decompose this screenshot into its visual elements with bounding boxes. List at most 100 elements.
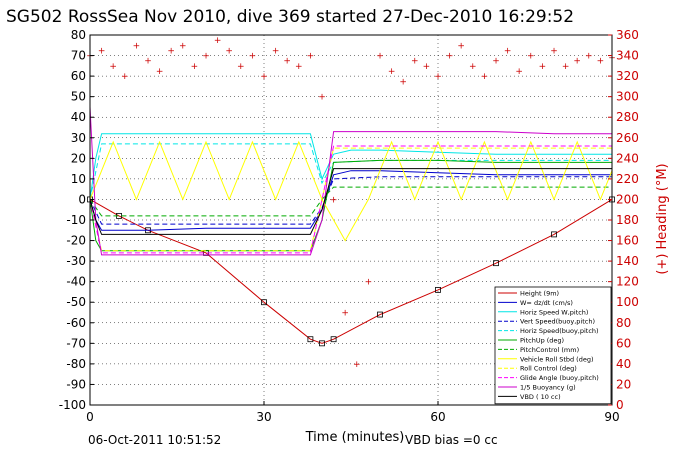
y-right-tick-label: 160 <box>616 234 639 248</box>
heading-point: + <box>341 309 349 319</box>
legend: Height (9m)W= dz/dt (cm/s)Horiz Speed W,… <box>494 286 612 405</box>
heading-point: + <box>249 52 257 62</box>
heading-point: + <box>527 52 535 62</box>
heading-point: + <box>133 41 141 51</box>
x-tick-label: 60 <box>430 410 445 424</box>
series-line <box>89 168 612 235</box>
height-marker <box>319 340 325 347</box>
y-tick-label: 70 <box>71 49 86 63</box>
y-tick-label: -70 <box>66 336 86 350</box>
x-tick-label: 90 <box>604 410 619 424</box>
series-group: ++++++++++++++++++++++++++++++++++++++++… <box>86 36 616 370</box>
series-line <box>89 143 612 200</box>
y-tick-label: -40 <box>66 275 86 289</box>
legend-entry: PitchControl (mm) <box>520 346 579 354</box>
heading-point: + <box>411 57 419 67</box>
heading-point: + <box>573 57 581 67</box>
height-marker <box>435 286 441 293</box>
heading-point: + <box>423 62 431 72</box>
heading-point: + <box>597 57 605 67</box>
x-tick-label: 30 <box>256 410 271 424</box>
y-right-tick-label: 60 <box>616 336 631 350</box>
series-line <box>89 176 612 225</box>
series-line <box>89 106 612 256</box>
y-right-tick-label: 20 <box>616 377 631 391</box>
heading-point: + <box>202 52 210 62</box>
legend-entry: Glide Angle (buoy,pitch) <box>520 374 599 382</box>
legend-entry: Roll Control (deg) <box>520 365 577 373</box>
heading-point: + <box>318 93 326 103</box>
chart-title: SG502 RossSea Nov 2010, dive 369 started… <box>6 7 574 27</box>
y-tick-label: 10 <box>71 172 86 186</box>
y-tick-label: 0 <box>78 192 86 206</box>
y-tick-label: 20 <box>71 151 86 165</box>
heading-point: + <box>225 46 233 56</box>
y-tick-label: 40 <box>71 110 86 124</box>
legend-entry: Height (9m) <box>520 290 559 298</box>
y-right-tick-label: 280 <box>616 110 639 124</box>
y-tick-label: -100 <box>59 398 86 412</box>
heading-point: + <box>457 41 465 51</box>
y-tick-label: -90 <box>66 377 86 391</box>
series-line <box>89 159 612 252</box>
y-right-tick-label: 360 <box>616 28 639 42</box>
heading-point: + <box>550 46 558 56</box>
y-right-tick-label: 220 <box>616 172 639 186</box>
height-marker <box>261 299 267 306</box>
heading-point: + <box>399 77 407 87</box>
x-axis-label: Time (minutes) <box>305 430 405 445</box>
y-right-tick-label: 200 <box>616 192 639 206</box>
y-right-tick-label: 260 <box>616 131 639 145</box>
y-tick-label: -80 <box>66 357 86 371</box>
legend-entry: 1/5 Buoyancy (g) <box>520 384 576 392</box>
y-tick-label: 30 <box>71 131 86 145</box>
y-right-tick-label: 80 <box>616 316 631 330</box>
heading-point: + <box>539 62 547 72</box>
series-line <box>89 170 612 231</box>
legend-entry: Vert Speed(buoy,pitch) <box>520 318 595 326</box>
heading-point: + <box>109 62 117 72</box>
heading-point: + <box>283 57 291 67</box>
legend-entry: W= dz/dt (cm/s) <box>520 299 573 307</box>
heading-point: + <box>492 57 500 67</box>
height-marker <box>551 231 557 238</box>
y-right-tick-label: 180 <box>616 213 639 227</box>
heading-point: + <box>295 62 303 72</box>
series-line <box>89 147 612 252</box>
heading-point: + <box>562 62 570 72</box>
heading-point: + <box>307 52 315 62</box>
heading-point: + <box>272 46 280 56</box>
y-tick-label: -30 <box>66 254 86 268</box>
height-marker <box>307 336 314 343</box>
heading-point: + <box>237 62 245 72</box>
y-tick-label: -20 <box>66 234 86 248</box>
y-right-tick-label: 120 <box>616 275 639 289</box>
heading-point: + <box>388 67 396 77</box>
heading-point: + <box>156 67 164 77</box>
heading-point: + <box>191 62 199 72</box>
y-right-tick-label: 140 <box>616 254 639 268</box>
footer-date: 06-Oct-2011 10:51:52 <box>88 433 221 447</box>
heading-point: + <box>260 72 268 82</box>
series-line <box>89 186 612 217</box>
y-tick-label: 80 <box>71 28 86 42</box>
legend-box <box>494 286 612 405</box>
x-tick-label: 0 <box>86 410 94 424</box>
series-line <box>89 133 612 200</box>
y-right-tick-label: 340 <box>616 49 639 63</box>
heading-point: + <box>214 36 222 46</box>
legend-entry: Horiz Speed W,pitch) <box>520 308 588 316</box>
heading-point: + <box>504 46 512 56</box>
legend-entry: Horiz Speed(buoy,pitch) <box>520 327 599 335</box>
y-right-tick-label: 40 <box>616 357 631 371</box>
heading-point: + <box>121 72 129 82</box>
heading-point: + <box>353 360 361 370</box>
legend-entry: PitchUp (deg) <box>520 337 564 345</box>
height-marker <box>377 311 383 318</box>
heading-point: + <box>167 46 175 56</box>
heading-point: + <box>365 278 373 288</box>
y-right-tick-label: 300 <box>616 90 639 104</box>
y-tick-label: -10 <box>66 213 86 227</box>
legend-entry: VBD ( 10 cc) <box>520 393 561 401</box>
y-right-tick-label: 320 <box>616 69 639 83</box>
